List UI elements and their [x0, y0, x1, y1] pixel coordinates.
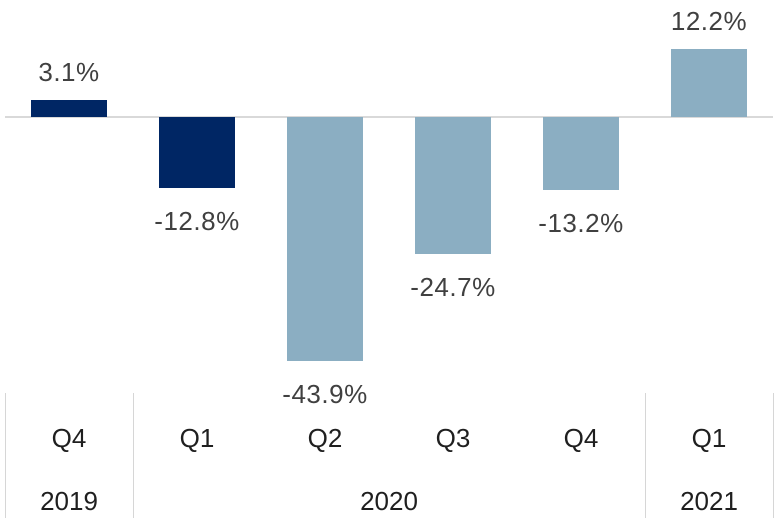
data-label: -43.9%	[282, 379, 368, 410]
axis-group-separator	[645, 393, 646, 518]
axis-year-label: 2021	[680, 486, 738, 516]
bar-q3-3	[415, 117, 491, 255]
axis-quarter-label: Q2	[307, 423, 343, 453]
axis-group-separator	[133, 393, 134, 518]
data-label: 3.1%	[38, 56, 100, 87]
data-label: -24.7%	[410, 272, 496, 303]
bar-q1-1	[159, 117, 235, 189]
data-label: 12.2%	[670, 6, 748, 37]
data-label: -13.2%	[538, 208, 624, 239]
axis-group-separator	[5, 393, 6, 518]
axis-group-separator	[773, 393, 774, 518]
axis-year-label: 2020	[360, 486, 418, 516]
bar-q4-4	[543, 117, 619, 191]
axis-quarter-label: Q1	[691, 423, 727, 453]
axis-quarter-label: Q3	[435, 423, 471, 453]
axis-quarter-label: Q4	[563, 423, 599, 453]
axis-year-label: 2019	[40, 486, 98, 516]
data-label: -12.8%	[154, 206, 240, 237]
bar-q2-2	[287, 117, 363, 362]
bar-q4-0	[31, 99, 107, 117]
zero-baseline	[5, 116, 773, 118]
bar-q1-5	[671, 49, 747, 117]
axis-quarter-label: Q1	[179, 423, 215, 453]
axis-quarter-label: Q4	[51, 423, 87, 453]
